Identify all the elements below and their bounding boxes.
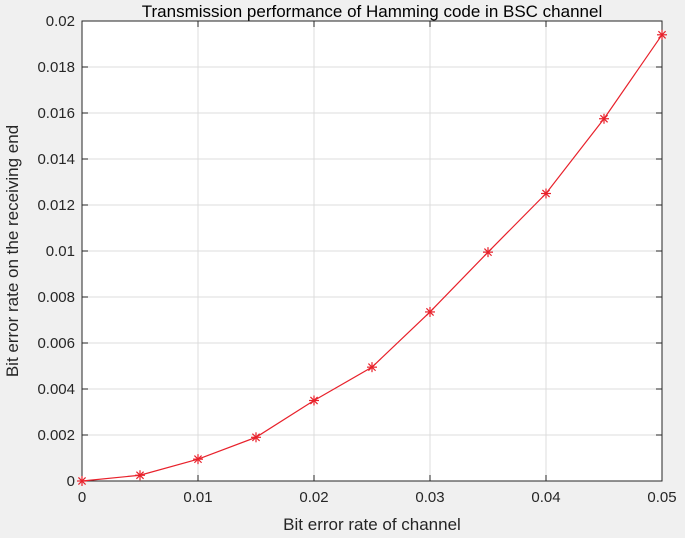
data-point-marker [483, 247, 493, 258]
y-tick-label: 0.014 [37, 151, 75, 168]
y-tick-label: 0 [67, 473, 75, 490]
y-axis-label: Bit error rate on the receiving end [3, 125, 22, 377]
data-point-marker [599, 113, 609, 124]
y-tick-label: 0.004 [37, 381, 75, 398]
grid [81, 20, 663, 482]
data-point-marker [309, 395, 319, 406]
chart-title: Transmission performance of Hamming code… [142, 2, 602, 21]
y-tick-label: 0.002 [37, 427, 75, 444]
x-tick-label: 0.01 [183, 489, 212, 506]
data-point-marker [135, 470, 145, 481]
data-point-marker [541, 188, 551, 199]
x-tick-label: 0 [78, 489, 86, 506]
y-tick-label: 0.012 [37, 197, 75, 214]
x-axis-label: Bit error rate of channel [283, 515, 461, 534]
data-point-marker [367, 362, 377, 373]
data-point-marker [425, 306, 435, 317]
x-tick-label: 0.02 [299, 489, 328, 506]
y-tick-label: 0.02 [46, 13, 75, 30]
data-point-marker [251, 432, 261, 443]
series-group [77, 29, 667, 486]
y-tick-label: 0.016 [37, 105, 75, 122]
data-point-marker [77, 476, 87, 486]
x-tick-label: 0.03 [415, 489, 444, 506]
y-tick-label: 0.006 [37, 335, 75, 352]
x-tick-label: 0.05 [647, 489, 676, 506]
x-tick-label: 0.04 [531, 489, 560, 506]
y-tick-label: 0.008 [37, 289, 75, 306]
y-tick-label: 0.01 [46, 243, 75, 260]
y-tick-label: 0.018 [37, 59, 75, 76]
data-point-marker [657, 29, 667, 40]
data-point-marker [193, 454, 203, 465]
ticks: 0 0.01 0.02 0.03 0.04 0.05 0 0.002 0.004 0.006 0.0… [37, 13, 676, 506]
